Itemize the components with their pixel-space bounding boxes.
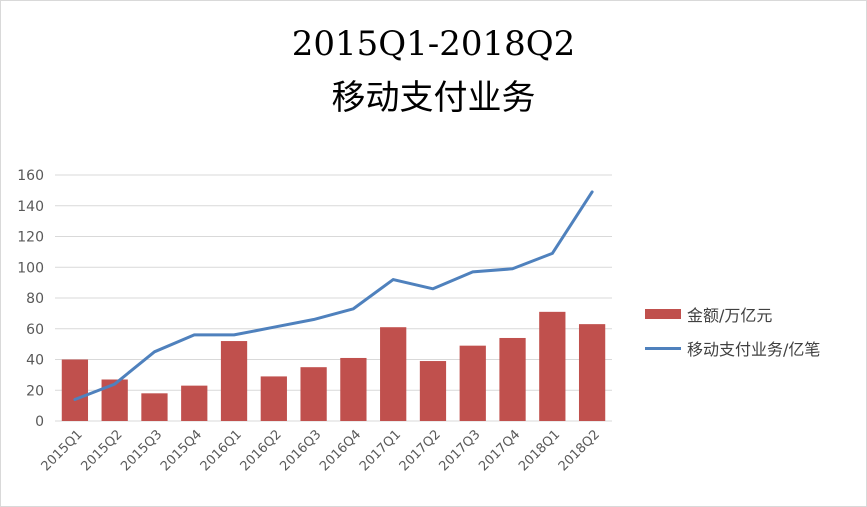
bar: [539, 311, 566, 421]
y-axis-ticks: 0 20 40 60 80 100 120 140 160: [17, 168, 44, 430]
gridlines: [55, 174, 612, 422]
x-tick-label: 2015Q1: [39, 427, 86, 474]
y-tick-label: 20: [26, 383, 44, 399]
x-tick-label: 2016Q1: [198, 427, 245, 474]
chart-title-line1: 2015Q1-2018Q2: [291, 24, 576, 64]
y-tick-label: 120: [17, 230, 44, 246]
y-tick-label: 0: [35, 414, 44, 430]
bar: [300, 367, 327, 421]
legend-item-amount: 金额/万亿元: [645, 302, 772, 326]
y-tick-label: 100: [17, 260, 44, 276]
bar: [380, 327, 407, 421]
x-tick-label: 2017Q1: [357, 427, 404, 474]
x-tick-label: 2016Q4: [317, 427, 364, 474]
x-tick-label: 2017Q4: [476, 427, 523, 474]
bar: [141, 393, 168, 421]
bar: [61, 359, 89, 421]
y-tick-label: 140: [17, 199, 44, 215]
x-tick-label: 2016Q2: [238, 427, 285, 474]
bar: [419, 361, 447, 421]
bar: [181, 385, 208, 421]
x-tick-label: 2017Q2: [397, 427, 444, 474]
bar: [101, 379, 128, 421]
x-tick-label: 2016Q3: [277, 427, 324, 474]
bar: [459, 345, 486, 421]
x-tick-label: 2017Q3: [436, 427, 483, 474]
x-tick-label: 2018Q1: [516, 427, 563, 474]
line-path: [73, 190, 594, 401]
legend-label-amount: 金额/万亿元: [687, 306, 773, 325]
bar: [220, 341, 248, 421]
y-tick-label: 60: [26, 322, 44, 338]
x-axis-ticks: 2015Q12015Q22015Q32015Q42016Q12016Q22016…: [39, 427, 603, 474]
legend-item-transactions: 移动支付业务/亿笔: [645, 336, 820, 360]
bar-series: [61, 311, 606, 421]
y-tick-label: 40: [26, 353, 44, 369]
bar: [260, 376, 287, 421]
y-tick-label: 160: [17, 168, 44, 184]
bar: [340, 357, 367, 421]
x-tick-label: 2015Q3: [118, 427, 165, 474]
legend-swatch-bar: [645, 309, 681, 319]
x-tick-label: 2015Q4: [158, 427, 205, 474]
legend-swatch-line: [645, 346, 681, 350]
line-series: [73, 190, 594, 401]
x-tick-label: 2018Q2: [556, 427, 603, 474]
legend-label-transactions: 移动支付业务/亿笔: [687, 340, 821, 359]
bar: [578, 324, 606, 421]
bar: [499, 337, 526, 421]
x-tick-label: 2015Q2: [78, 427, 125, 474]
y-tick-label: 80: [26, 291, 44, 307]
chart-title-line2: 移动支付业务: [331, 78, 536, 118]
